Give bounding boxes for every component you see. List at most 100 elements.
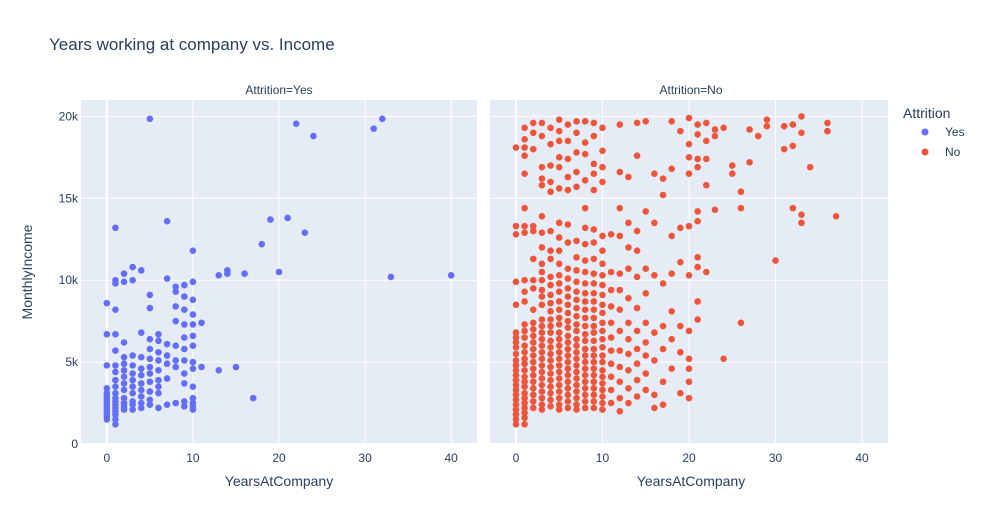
scatter-point-no	[599, 247, 606, 255]
scatter-point-no	[547, 291, 554, 299]
scatter-point-no	[547, 227, 554, 235]
scatter-point-no	[633, 327, 641, 335]
scatter-point-no	[607, 360, 615, 368]
scatter-point-yes	[103, 385, 111, 392]
scatter-point-no	[555, 335, 563, 343]
x-tick-label: 30	[358, 451, 372, 465]
scatter-point-no	[547, 350, 554, 358]
scatter-point-no	[711, 206, 719, 214]
scatter-point-no	[573, 168, 580, 176]
scatter-point-yes	[129, 370, 136, 377]
scatter-point-no	[512, 344, 520, 351]
scatter-point-no	[616, 121, 624, 128]
scatter-point-no	[581, 289, 589, 297]
scatter-point-yes	[137, 329, 145, 336]
scatter-point-no	[599, 358, 606, 366]
scatter-point-no	[538, 119, 546, 127]
scatter-point-yes	[137, 371, 145, 379]
legend-item-yes[interactable]: Yes	[921, 125, 965, 139]
scatter-point-no	[625, 244, 632, 251]
scatter-point-no	[798, 219, 805, 227]
scatter-point-no	[599, 366, 606, 374]
scatter-point-no	[555, 219, 563, 227]
scatter-point-no	[538, 406, 546, 413]
scatter-point-no	[555, 163, 563, 171]
scatter-point-yes	[120, 353, 128, 361]
scatter-point-yes	[163, 360, 171, 368]
scatter-point-no	[599, 232, 606, 240]
scatter-point-no	[668, 165, 675, 173]
scatter-point-no	[529, 352, 537, 359]
scatter-point-no	[703, 119, 710, 127]
scatter-point-no	[581, 268, 589, 276]
scatter-point-no	[659, 280, 667, 287]
legend-label-yes: Yes	[945, 125, 965, 139]
scatter-point-yes	[172, 399, 179, 407]
scatter-point-no	[573, 342, 580, 350]
scatter-point-no	[521, 389, 528, 397]
scatter-point-no	[547, 363, 554, 371]
scatter-point-no	[780, 122, 788, 130]
scatter-point-no	[538, 301, 546, 309]
scatter-point-no	[564, 221, 572, 228]
scatter-point-no	[564, 173, 572, 181]
scatter-point-yes	[129, 263, 136, 271]
scatter-point-no	[590, 371, 598, 379]
scatter-point-yes	[189, 296, 197, 304]
scatter-point-yes	[172, 357, 179, 364]
scatter-point-no	[547, 396, 554, 404]
scatter-point-no	[547, 255, 554, 263]
scatter-point-no	[746, 126, 753, 133]
scatter-point-no	[616, 306, 624, 313]
scatter-point-no	[555, 348, 563, 356]
scatter-point-yes	[146, 291, 154, 299]
scatter-point-yes	[137, 404, 145, 412]
scatter-point-no	[581, 204, 589, 212]
scatter-point-no	[521, 276, 528, 284]
scatter-point-no	[573, 401, 580, 408]
scatter-point-no	[547, 370, 554, 377]
scatter-point-yes	[155, 357, 162, 364]
scatter-point-no	[599, 344, 606, 351]
scatter-point-yes	[189, 394, 197, 402]
scatter-point-no	[547, 162, 554, 169]
scatter-point-yes	[120, 406, 128, 413]
scatter-point-no	[581, 358, 589, 366]
scatter-point-no	[538, 381, 546, 389]
scatter-point-no	[573, 327, 580, 335]
scatter-point-no	[573, 237, 580, 245]
legend-item-no[interactable]: No	[921, 145, 961, 159]
scatter-point-no	[538, 388, 546, 395]
scatter-point-no	[625, 319, 632, 327]
scatter-point-no	[599, 178, 606, 186]
scatter-point-yes	[146, 378, 154, 386]
x-tick-label: 40	[855, 451, 869, 465]
scatter-point-no	[573, 368, 580, 376]
scatter-point-no	[538, 132, 546, 140]
scatter-point-yes	[120, 278, 128, 286]
scatter-point-no	[512, 350, 520, 358]
points-yes	[103, 115, 455, 428]
scatter-point-no	[521, 399, 528, 407]
scatter-point-no	[607, 386, 615, 394]
scatter-point-no	[538, 276, 546, 284]
scatter-point-yes	[163, 275, 171, 282]
scatter-point-no	[538, 175, 546, 182]
scatter-point-no	[573, 381, 580, 389]
scatter-point-yes	[120, 270, 128, 277]
scatter-point-no	[599, 399, 606, 407]
scatter-point-no	[529, 326, 537, 333]
scatter-point-no	[555, 368, 563, 376]
legend-title: Attrition	[903, 105, 950, 121]
scatter-point-yes	[112, 416, 119, 423]
scatter-point-no	[555, 362, 563, 369]
scatter-point-no	[573, 288, 580, 295]
scatter-point-no	[581, 322, 589, 330]
scatter-point-no	[538, 342, 546, 350]
scatter-point-no	[529, 276, 537, 284]
scatter-point-no	[521, 204, 528, 212]
scatter-point-no	[529, 385, 537, 392]
scatter-point-no	[564, 352, 572, 359]
scatter-point-yes	[258, 240, 266, 248]
scatter-point-no	[590, 314, 598, 322]
